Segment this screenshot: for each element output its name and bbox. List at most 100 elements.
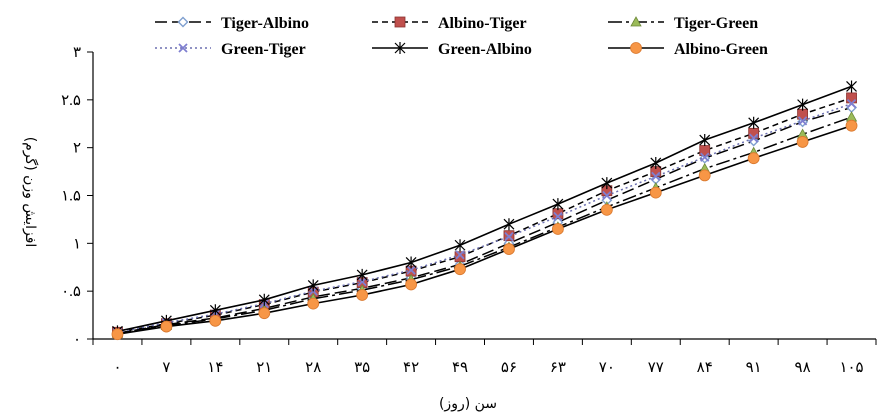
series-line [117, 85, 852, 333]
data-point [405, 278, 417, 291]
series-albino-green [111, 119, 858, 341]
data-point [258, 293, 270, 306]
y-tick-label: ۰.۵ [61, 284, 81, 300]
legend-marker [394, 42, 406, 54]
data-point [405, 256, 417, 269]
data-point [454, 239, 466, 252]
series-layer [111, 80, 858, 341]
data-point [209, 314, 222, 327]
data-point [845, 111, 858, 122]
data-point [747, 152, 760, 165]
x-tick-label: ۵۶ [501, 360, 517, 376]
data-point [748, 116, 760, 129]
x-tick-label: ۱۰۵ [839, 360, 863, 376]
data-point [698, 169, 711, 182]
x-tick-label: ۳۵ [354, 360, 370, 376]
y-tick-label: ۰ [73, 332, 81, 348]
series-line [117, 102, 852, 334]
x-tick-label: ۶۳ [550, 360, 566, 376]
legend-label: Green-Albino [438, 41, 532, 58]
data-point [846, 99, 857, 109]
series-green-albino [112, 80, 857, 338]
data-point [307, 297, 320, 310]
legend-label: Tiger-Green [674, 15, 758, 32]
series-tiger-green [111, 111, 858, 338]
data-point [651, 171, 661, 182]
legend-marker [178, 43, 188, 53]
legend-marker [394, 16, 406, 28]
data-point [307, 279, 319, 292]
data-point [845, 119, 858, 132]
data-point [700, 152, 710, 162]
axes: ۰ ۰.۵ ۱ ۱.۵ ۲ ۲.۵ ۳ ۰ ۷ ۱۴ ۲۱ ۲۸ ۳۵ ۴۲ ۴۹ ۵۶ ۶۳ ۷۰ ۷۷ ۸۴ ۹۱ ۹… [61, 45, 877, 376]
data-point [454, 263, 466, 276]
x-tick-label: ۴۲ [403, 360, 419, 376]
series-line [117, 106, 852, 335]
data-point [749, 133, 759, 143]
series-line [117, 97, 852, 334]
data-point [846, 80, 857, 93]
data-point [552, 198, 564, 211]
data-point [209, 304, 221, 317]
y-tick-label: ۱.۵ [61, 189, 81, 205]
data-point [796, 136, 809, 148]
data-point [356, 268, 368, 281]
legend-label: Albino-Tiger [438, 15, 527, 32]
series-tiger-albino [111, 101, 858, 339]
data-point [160, 320, 173, 333]
x-tick-label: ۷۰ [599, 360, 615, 376]
data-point [503, 243, 515, 255]
series-line [117, 124, 852, 335]
legend-item: Albino-Green [608, 41, 768, 58]
y-axis-title: افزایش وزن (گرم) [22, 137, 39, 248]
data-point [552, 223, 564, 235]
legend-label: Albino-Green [674, 41, 768, 58]
x-tick-label: ۹۸ [795, 360, 811, 376]
y-tick-label: ۲.۵ [61, 93, 81, 109]
x-tick-label: ۱۴ [207, 360, 223, 376]
data-point [650, 156, 662, 169]
data-point [111, 328, 124, 341]
data-point [797, 98, 809, 111]
legend: Tiger-Albino Albino-Tiger Tiger-Green Green… [155, 15, 768, 58]
data-point [600, 203, 613, 216]
x-tick-label: ۴۹ [452, 360, 468, 376]
data-point [649, 186, 662, 199]
data-point [601, 177, 613, 190]
data-point [357, 276, 367, 287]
y-tick-label: ۲ [73, 141, 81, 157]
data-point [406, 265, 416, 275]
x-axis-title: سن (روز) [439, 396, 497, 412]
legend-label: Green-Tiger [221, 41, 306, 58]
x-tick-label: ۷۷ [648, 360, 664, 376]
data-point [553, 211, 563, 222]
x-tick-label: ۷ [162, 360, 170, 376]
x-tick-label: ۲۱ [256, 360, 272, 376]
series-green-tiger [112, 99, 857, 337]
legend-item: Tiger-Green [608, 15, 758, 32]
legend-label: Tiger-Albino [221, 15, 309, 32]
legend-item: Green-Tiger [155, 41, 306, 58]
legend-marker [630, 16, 642, 27]
data-point [455, 250, 465, 260]
legend-marker [630, 42, 642, 54]
legend-marker [177, 16, 189, 28]
data-point [258, 307, 271, 320]
x-tick-label: ۲۸ [305, 360, 321, 376]
data-point [602, 190, 612, 201]
y-tick-label: ۳ [73, 45, 81, 61]
data-point [797, 116, 808, 126]
x-tick-label: ۹۱ [746, 360, 762, 376]
data-point [699, 134, 711, 147]
y-tick-label: ۱ [73, 236, 81, 252]
legend-item: Albino-Tiger [372, 15, 527, 32]
series-albino-tiger [112, 92, 857, 338]
data-point [503, 218, 515, 231]
x-tick-label: ۰ [113, 360, 121, 376]
data-point [356, 289, 369, 301]
x-tick-label: ۸۴ [697, 360, 713, 376]
series-line [117, 116, 852, 335]
legend-item: Tiger-Albino [155, 15, 309, 32]
data-point [504, 232, 514, 242]
